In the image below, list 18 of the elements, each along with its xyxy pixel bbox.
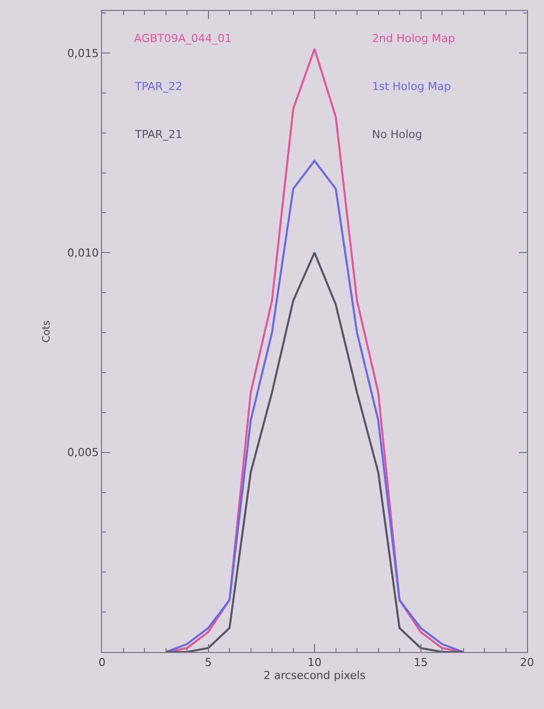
x-tick-label: 15 xyxy=(414,656,428,670)
annotation: 2nd Holog Map xyxy=(372,32,455,45)
line-series xyxy=(164,160,464,652)
annotation: 1st Holog Map xyxy=(372,80,452,93)
line-series xyxy=(164,252,464,652)
text: AGBT09A_044_01 xyxy=(134,32,232,45)
text: TPAR_22 xyxy=(134,80,182,93)
x-axis-title: 2 arcsecond pixels xyxy=(263,669,366,682)
y-tick-label: 0,010 xyxy=(67,246,99,260)
text: TPAR_21 xyxy=(134,128,182,141)
annotation: No Holog xyxy=(372,128,422,141)
x-tick-label: 20 xyxy=(520,656,534,670)
x-tick-label: 0 xyxy=(98,656,106,670)
y-tick-label: 0,005 xyxy=(67,446,99,460)
y-tick-label: 0,015 xyxy=(67,46,99,60)
x-tick-label: 5 xyxy=(204,656,212,670)
y-axis-title: Cots xyxy=(41,320,52,343)
x-tick-label: 10 xyxy=(308,656,322,670)
